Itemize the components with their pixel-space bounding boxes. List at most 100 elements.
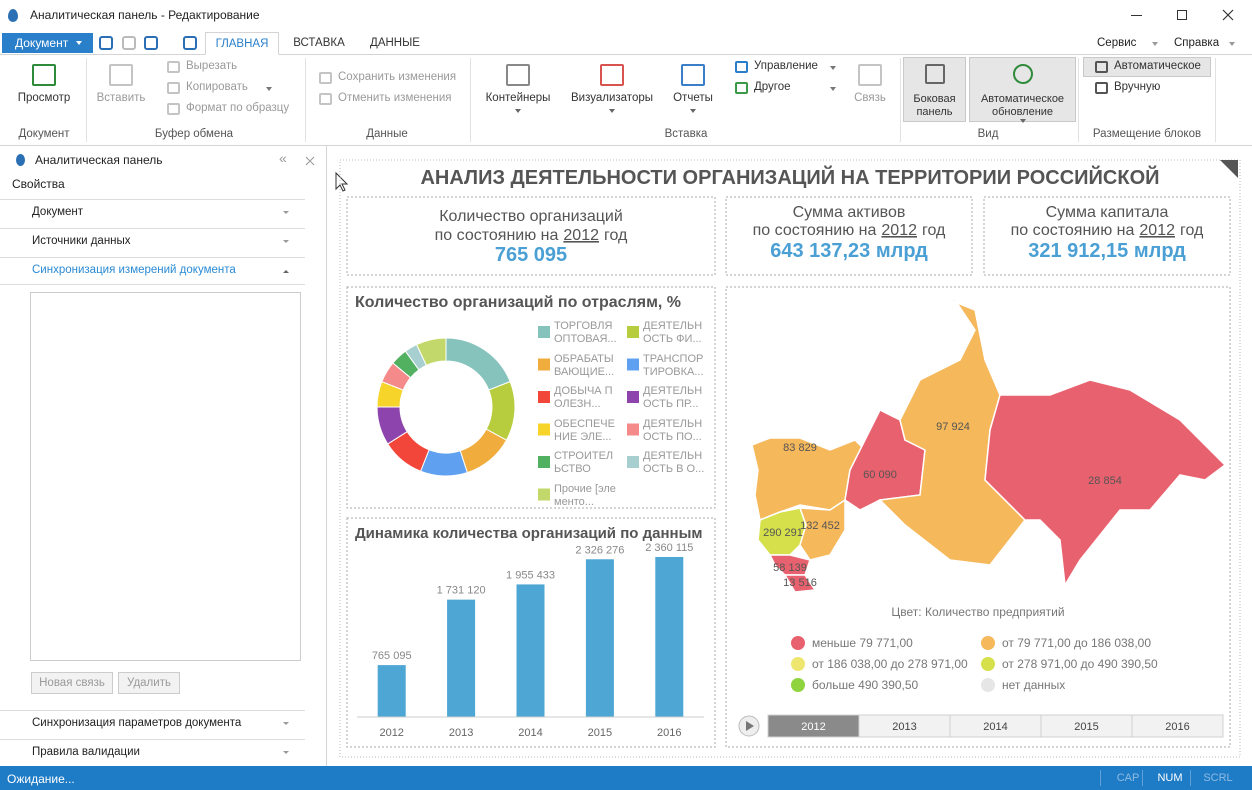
chevron	[283, 722, 289, 728]
ribbon-button[interactable]: Управление	[754, 60, 818, 72]
section-header[interactable]: Правила валидации	[32, 746, 140, 758]
dashboard-canvas: АНАЛИЗ ДЕЯТЕЛЬНОСТИ ОРГАНИЗАЦИЙ НА ТЕРРИ…	[335, 159, 1241, 758]
donut-segment	[415, 337, 447, 367]
kpi-subcaption-part: год	[604, 227, 628, 244]
map-region[interactable]	[984, 379, 1227, 588]
collapse-button[interactable]: «	[279, 150, 287, 166]
ribbon-tab[interactable]: ДАННЫЕ	[370, 37, 420, 49]
kpi-year: 2012	[881, 222, 917, 239]
quick-access-icon[interactable]	[183, 36, 197, 50]
group-separator	[1078, 58, 1079, 142]
chart-panel	[346, 286, 716, 509]
region-label: 28 854	[1088, 475, 1122, 487]
section-separator	[0, 284, 305, 285]
bar	[655, 556, 684, 717]
ribbon-button[interactable]: Другое	[754, 81, 791, 93]
group-label: Буфер обмена	[154, 128, 234, 140]
button-icon	[1095, 82, 1108, 94]
ribbon-button[interactable]: Контейнеры	[485, 92, 551, 104]
legend-label: больше 490 390,50	[812, 678, 919, 692]
close-panel-button[interactable]	[305, 155, 315, 166]
legend-swatch	[538, 326, 550, 338]
legend-marker	[791, 636, 805, 650]
close-button[interactable]	[1221, 8, 1235, 22]
chevron	[283, 211, 289, 217]
dropdown-arrow	[515, 109, 521, 116]
ribbon-tab[interactable]: ГЛАВНАЯ	[205, 32, 279, 55]
section-header[interactable]: Документ	[32, 206, 84, 218]
menu-item[interactable]: Сервис	[1097, 37, 1137, 49]
kpi-card	[983, 196, 1231, 276]
ribbon-border	[0, 54, 1252, 55]
ribbon-button[interactable]: Вставить	[96, 92, 146, 104]
legend-label: меньше 79 771,00	[812, 636, 913, 650]
dropdown-arrow	[830, 66, 836, 73]
minimize-button[interactable]	[1131, 15, 1142, 16]
ribbon-button[interactable]: Вручную	[1114, 81, 1161, 93]
group-label: Вставка	[664, 128, 708, 140]
region-label: 58 139	[773, 562, 807, 574]
dropdown-arrow	[830, 87, 836, 94]
section-header[interactable]: Синхронизация параметров документа	[32, 717, 242, 729]
ribbon-button[interactable]: Формат по образцу	[186, 102, 290, 114]
legend-label-box: ОБЕСПЕЧЕНИЕ ЭЛЕ...	[554, 418, 615, 443]
dashboard-title: АНАЛИЗ ДЕЯТЕЛЬНОСТИ ОРГАНИЗАЦИЙ НА ТЕРРИ…	[420, 165, 1159, 189]
ribbon-button[interactable]: Копировать	[186, 81, 248, 93]
region-label: 97 924	[936, 421, 970, 433]
kpi-caption: Количество организаций	[439, 208, 623, 225]
ribbon-button[interactable]: Сохранить изменения	[338, 71, 457, 83]
timeline-cell[interactable]	[1131, 714, 1224, 738]
legend-marker	[791, 657, 805, 671]
ribbon-tab[interactable]: ВСТАВКА	[293, 37, 345, 49]
menu-item[interactable]: Справка	[1174, 37, 1220, 49]
kpi-subcaption: по состоянию на 2012 год	[435, 227, 628, 244]
dropdown-arrow	[609, 109, 615, 116]
panel-icon	[16, 154, 25, 166]
x-tick-label: 2012	[379, 727, 403, 739]
group-label: Вид	[977, 128, 999, 140]
section-header[interactable]: Синхронизация измерений документа	[32, 264, 236, 276]
group-separator	[1215, 58, 1216, 142]
status-separator	[1100, 770, 1101, 786]
bar	[447, 599, 476, 717]
ribbon-button[interactable]: Вырезать	[186, 60, 238, 72]
ribbon-button[interactable]: Просмотр	[17, 92, 71, 104]
ribbon-button[interactable]: Визуализаторы	[571, 92, 653, 104]
panel-button[interactable]: Новая связь	[31, 672, 113, 694]
map-region[interactable]	[783, 574, 817, 593]
maximize-button[interactable]	[1177, 10, 1187, 20]
ribbon-border	[0, 145, 1252, 146]
legend-label: ДЕЯТЕЛЬНОСТЬ ФИ...	[643, 320, 703, 345]
legend-swatch	[538, 456, 550, 468]
ribbon-button[interactable]: Автоматическое	[1114, 60, 1201, 72]
ribbon-button[interactable]: Связь	[854, 92, 886, 104]
ribbon-button[interactable]: Боковая панель	[913, 93, 956, 118]
map-region[interactable]	[798, 498, 846, 561]
button-icon	[32, 64, 56, 86]
legend-marker	[981, 636, 995, 650]
timeline-year: 2013	[892, 721, 916, 733]
region-label: 132 452	[800, 520, 840, 532]
dashboard: АНАЛИЗ ДЕЯТЕЛЬНОСТИ ОРГАНИЗАЦИЙ НА ТЕРРИ…	[335, 159, 1241, 758]
section-separator	[0, 710, 305, 711]
legend-label-box: ТОРГОВЛЯ ОПТОВАЯ...	[554, 320, 617, 345]
legend-label: ДЕЯТЕЛЬНОСТЬ В О...	[643, 450, 705, 475]
legend-swatch	[538, 358, 550, 371]
bar	[516, 584, 545, 717]
section-header[interactable]: Источники данных	[32, 235, 131, 247]
quick-access-icon[interactable]	[122, 36, 136, 50]
side-panel-border	[326, 146, 327, 766]
status-indicator: SCRL	[1203, 772, 1233, 784]
button-icon	[319, 72, 332, 84]
quick-access-icon[interactable]	[144, 36, 158, 50]
ribbon-button[interactable]: Отчеты	[673, 92, 713, 104]
button-icon	[600, 64, 624, 86]
kpi-subcaption-part: по состоянию на	[753, 222, 877, 239]
app-menu-button[interactable]: Документ	[2, 33, 93, 53]
quick-access-icon[interactable]	[99, 36, 113, 50]
ribbon-button[interactable]: Автоматическое обновление	[980, 93, 1065, 118]
ribbon-button[interactable]: Отменить изменения	[338, 92, 452, 104]
legend-label: от 79 771,00 до 186 038,00	[1002, 636, 1151, 650]
panel-button[interactable]: Удалить	[118, 672, 180, 694]
